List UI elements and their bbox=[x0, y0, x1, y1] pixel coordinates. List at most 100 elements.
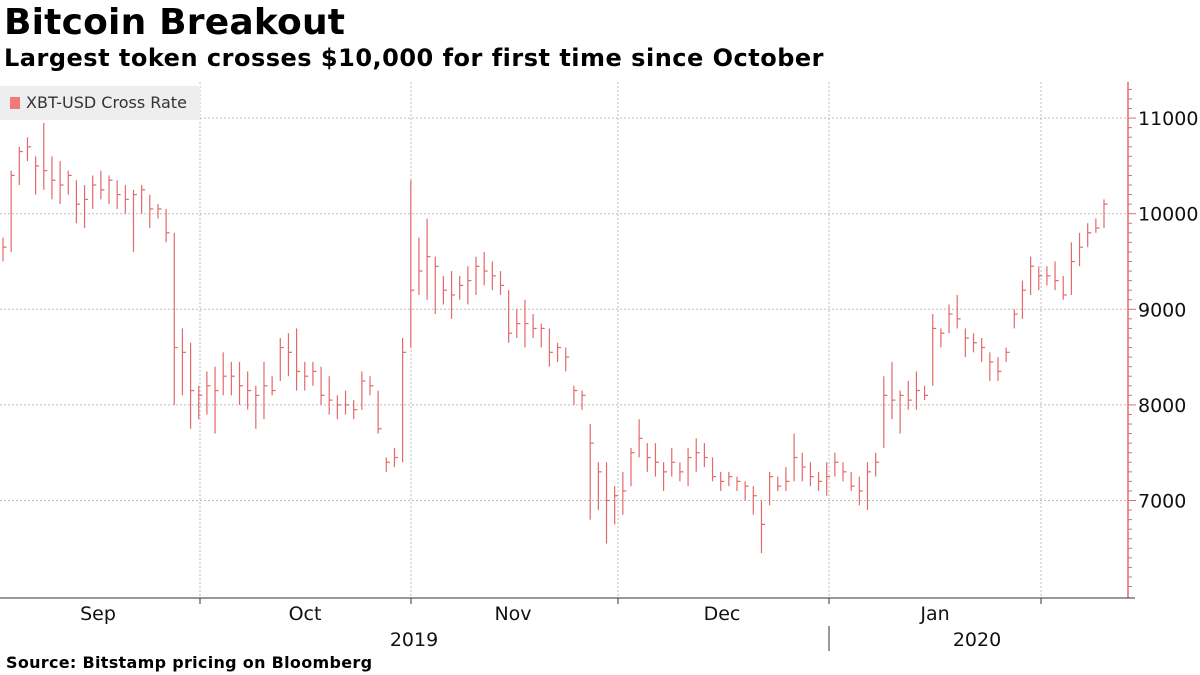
grid-lines bbox=[0, 82, 1128, 598]
ohlc-bar bbox=[51, 156, 56, 200]
ohlc-bar bbox=[891, 361, 896, 420]
ohlc-bar bbox=[1021, 280, 1026, 319]
ohlc-bar bbox=[630, 447, 635, 487]
ohlc-bar bbox=[206, 371, 211, 415]
ohlc-bar bbox=[189, 342, 195, 429]
ohlc-bar bbox=[817, 471, 823, 491]
y-tick-label: 9000 bbox=[1138, 299, 1186, 321]
ohlc-bar bbox=[785, 467, 790, 491]
ohlc-bar bbox=[165, 208, 170, 243]
ohlc-bar bbox=[858, 476, 863, 506]
ohlc-bar bbox=[548, 328, 553, 367]
ohlc-bar bbox=[736, 476, 741, 491]
ohlc-bar bbox=[1078, 232, 1084, 267]
ohlc-bar bbox=[475, 256, 480, 295]
x-month-label: Sep bbox=[80, 603, 116, 625]
ohlc-bar bbox=[402, 337, 407, 463]
ohlc-bar bbox=[597, 462, 602, 511]
legend-swatch bbox=[10, 97, 20, 109]
ohlc-bar bbox=[989, 352, 994, 381]
ohlc-bar bbox=[948, 304, 953, 334]
ohlc-bar bbox=[516, 309, 521, 338]
ohlc-bar bbox=[760, 500, 765, 554]
ohlc-bar bbox=[426, 218, 431, 300]
ohlc-bar bbox=[141, 185, 146, 214]
ohlc-bar bbox=[866, 462, 871, 511]
ohlc-bar bbox=[964, 328, 969, 358]
ohlc-bar bbox=[622, 471, 627, 515]
ohlc-bar bbox=[149, 194, 154, 229]
ohlc-bar bbox=[777, 476, 782, 491]
ohlc-bar bbox=[605, 462, 611, 544]
chart-subtitle: Largest token crosses $10,000 for first … bbox=[4, 44, 825, 72]
ohlc-bar bbox=[459, 275, 464, 300]
ohlc-bar bbox=[899, 390, 904, 434]
ohlc-bar bbox=[793, 433, 798, 482]
ohlc-bar bbox=[2, 237, 7, 262]
ohlc-bar bbox=[483, 251, 488, 286]
x-month-label: Nov bbox=[494, 603, 531, 625]
ohlc-bar bbox=[132, 189, 137, 252]
ohlc-bar bbox=[932, 314, 937, 386]
ohlc-bar bbox=[320, 366, 325, 405]
ohlc-bar bbox=[1103, 199, 1108, 229]
ohlc-bar bbox=[442, 275, 447, 305]
ohlc-bar bbox=[1070, 242, 1075, 295]
y-tick-label: 8000 bbox=[1138, 395, 1186, 417]
ohlc-bar bbox=[671, 447, 676, 477]
ohlc-bar bbox=[573, 385, 578, 405]
ohlc-bar bbox=[59, 161, 64, 205]
y-tick-label: 11000 bbox=[1138, 108, 1198, 130]
ohlc-bar bbox=[915, 371, 920, 410]
ohlc-bar bbox=[377, 390, 382, 434]
ohlc-bar bbox=[35, 156, 40, 195]
ohlc-bar bbox=[312, 361, 317, 386]
ohlc-bar bbox=[720, 471, 725, 491]
source-note: Source: Bitstamp pricing on Bloomberg bbox=[6, 653, 373, 672]
ohlc-bar bbox=[801, 452, 806, 482]
ohlc-bar bbox=[247, 371, 252, 410]
ohlc-bar bbox=[83, 185, 89, 229]
x-month-label: Jan bbox=[919, 603, 949, 625]
ohlc-bar bbox=[271, 376, 276, 396]
ohlc-bar bbox=[752, 486, 757, 515]
ohlc-bar bbox=[687, 447, 692, 487]
ohlc-bar bbox=[336, 395, 341, 420]
ohlc-bar bbox=[769, 471, 774, 506]
ohlc-bar bbox=[532, 314, 537, 338]
ohlc-bar bbox=[434, 256, 439, 315]
ohlc-bar bbox=[238, 361, 244, 405]
ohlc-bar bbox=[1087, 223, 1092, 248]
ohlc-bar bbox=[1038, 266, 1043, 291]
ohlc-bar bbox=[524, 299, 529, 348]
x-axis: Sep Oct Nov Dec Jan 2019 2020 bbox=[0, 597, 1135, 651]
ohlc-bar bbox=[116, 180, 121, 209]
ohlc-bar bbox=[10, 170, 15, 252]
ohlc-bar bbox=[393, 447, 398, 468]
ohlc-bar bbox=[956, 294, 961, 329]
ohlc-bar bbox=[499, 271, 504, 295]
ohlc-bar bbox=[214, 366, 219, 434]
ohlc-bar bbox=[467, 266, 472, 305]
ohlc-bar bbox=[654, 443, 659, 477]
ohlc-bars bbox=[2, 122, 1108, 554]
ohlc-bar bbox=[75, 180, 80, 224]
ohlc-bar bbox=[662, 462, 668, 491]
ohlc-bar bbox=[181, 328, 186, 396]
x-month-label: Oct bbox=[289, 603, 322, 625]
ohlc-bar bbox=[410, 180, 415, 348]
ohlc-bar bbox=[173, 232, 178, 405]
ohlc-bar bbox=[565, 347, 570, 372]
ohlc-bar bbox=[589, 424, 594, 520]
x-year-label: 2020 bbox=[953, 629, 1001, 651]
ohlc-bar bbox=[581, 390, 586, 410]
ohlc-bar bbox=[18, 146, 23, 186]
ohlc-bar bbox=[826, 462, 831, 496]
ohlc-bar bbox=[279, 337, 284, 381]
chart-title: Bitcoin Breakout bbox=[4, 2, 346, 43]
ohlc-bar bbox=[842, 462, 847, 482]
ohlc-bar bbox=[614, 486, 619, 525]
ohlc-bar bbox=[646, 443, 651, 472]
ohlc-bar bbox=[230, 361, 235, 396]
